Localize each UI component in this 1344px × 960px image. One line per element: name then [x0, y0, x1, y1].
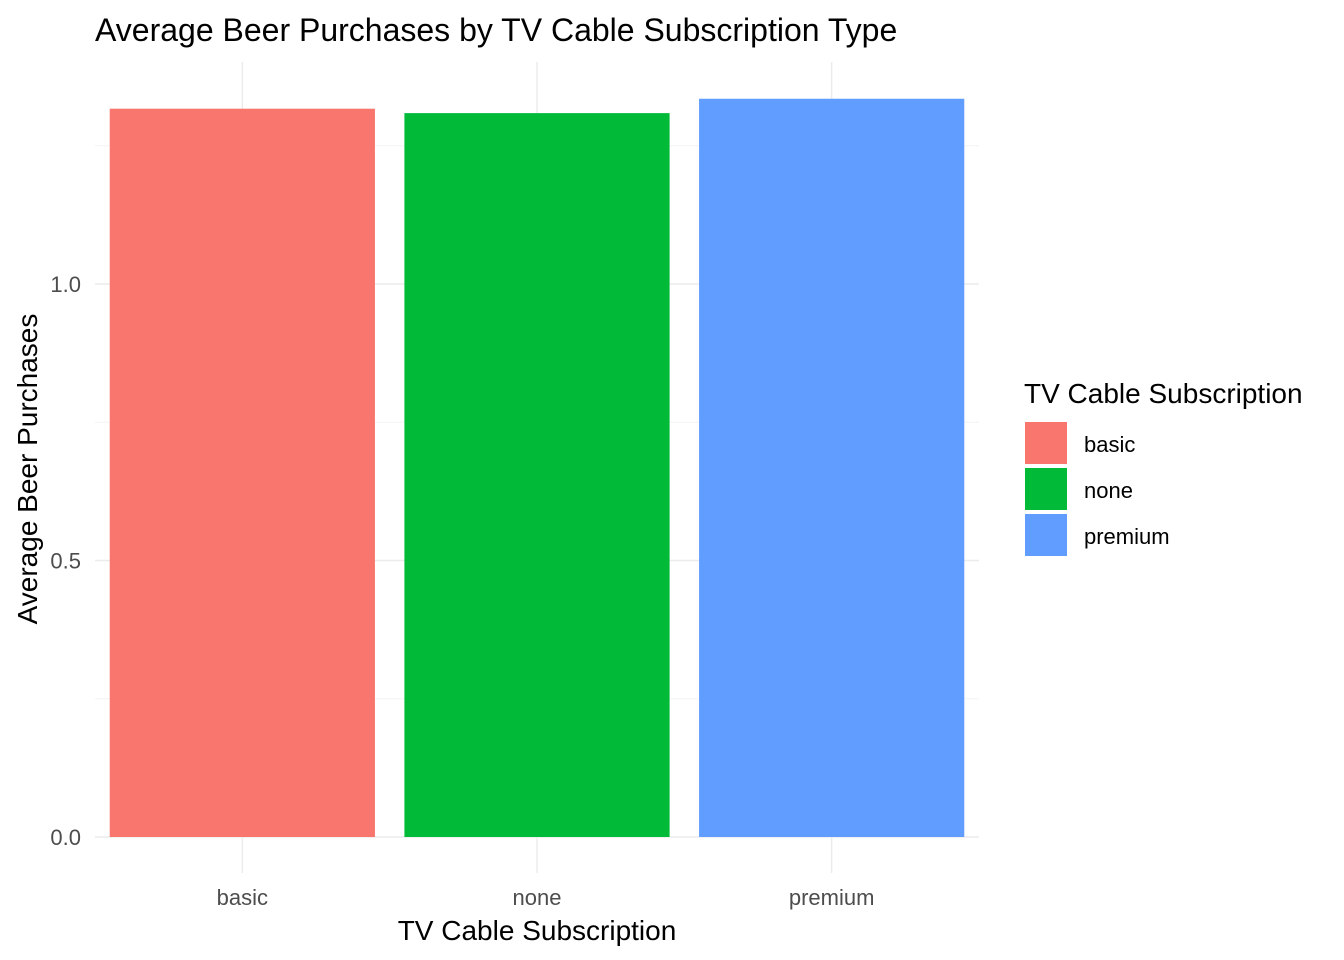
legend: TV Cable Subscription basic none premium	[1024, 378, 1303, 556]
legend-swatch-none	[1025, 468, 1067, 510]
y-tick-label-1: 0.5	[50, 549, 81, 574]
y-tick-label-2: 1.0	[50, 272, 81, 297]
x-tick-label-none: none	[513, 885, 562, 910]
x-axis-title: TV Cable Subscription	[398, 915, 677, 946]
bar-premium	[699, 98, 965, 838]
y-axis-title: Average Beer Purchases	[12, 314, 43, 625]
y-tick-label-0: 0.0	[50, 825, 81, 850]
x-axis-ticks: basic none premium	[217, 885, 875, 910]
bar-none	[404, 113, 670, 838]
legend-label-basic: basic	[1084, 432, 1135, 457]
bar-basic	[109, 108, 375, 838]
chart-title: Average Beer Purchases by TV Cable Subsc…	[95, 12, 897, 48]
x-tick-label-premium: premium	[789, 885, 875, 910]
bars	[109, 98, 965, 838]
legend-swatch-basic	[1025, 422, 1067, 464]
y-axis-ticks: 0.0 0.5 1.0	[50, 272, 81, 850]
legend-swatch-premium	[1025, 514, 1067, 556]
legend-label-premium: premium	[1084, 524, 1170, 549]
legend-label-none: none	[1084, 478, 1133, 503]
x-tick-label-basic: basic	[217, 885, 268, 910]
legend-title: TV Cable Subscription	[1024, 378, 1303, 409]
